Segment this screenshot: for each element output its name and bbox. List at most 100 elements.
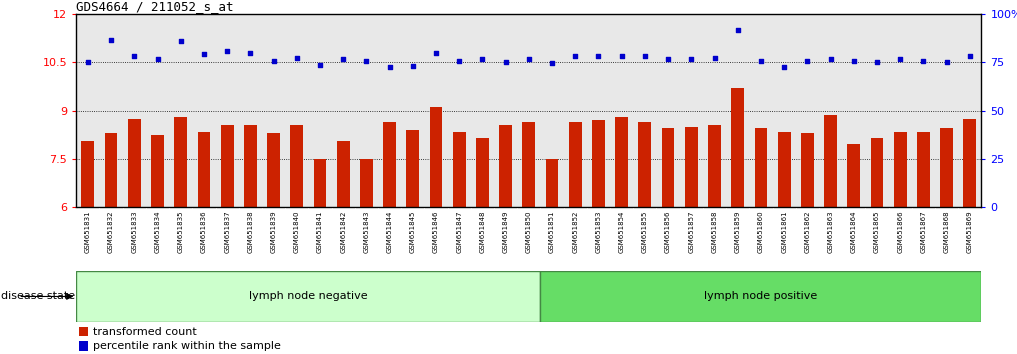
Bar xyxy=(197,132,211,207)
Bar xyxy=(476,138,489,207)
Bar xyxy=(221,125,234,207)
Text: GSM651858: GSM651858 xyxy=(712,211,718,253)
Bar xyxy=(523,122,535,207)
Text: GSM651862: GSM651862 xyxy=(804,211,811,253)
Bar xyxy=(708,125,721,207)
Bar xyxy=(755,128,767,207)
Bar xyxy=(81,141,95,207)
Bar xyxy=(105,133,118,207)
Point xyxy=(428,50,444,56)
Text: GSM651868: GSM651868 xyxy=(944,211,950,253)
Point xyxy=(660,56,676,62)
Point xyxy=(753,58,769,64)
Point xyxy=(358,58,374,64)
Bar xyxy=(128,119,140,207)
Bar xyxy=(407,130,419,207)
Text: GSM651852: GSM651852 xyxy=(573,211,579,253)
Point xyxy=(335,56,351,62)
Bar xyxy=(731,88,744,207)
Bar xyxy=(615,117,629,207)
Text: GSM651831: GSM651831 xyxy=(84,211,91,253)
Text: GSM651867: GSM651867 xyxy=(920,211,926,253)
Bar xyxy=(313,159,326,207)
Point xyxy=(405,63,421,68)
Bar xyxy=(383,122,396,207)
Bar xyxy=(684,127,698,207)
Text: GSM651851: GSM651851 xyxy=(549,211,555,253)
Bar xyxy=(824,115,837,207)
Point xyxy=(103,37,119,43)
Point xyxy=(613,53,630,59)
Point xyxy=(149,56,166,62)
Point xyxy=(242,50,258,56)
Text: GSM651836: GSM651836 xyxy=(201,211,206,253)
Text: GDS4664 / 211052_s_at: GDS4664 / 211052_s_at xyxy=(76,0,234,13)
Bar xyxy=(429,107,442,207)
Point xyxy=(381,64,398,70)
Text: GSM651841: GSM651841 xyxy=(317,211,323,253)
Point xyxy=(173,39,189,44)
Point xyxy=(590,53,606,59)
Text: lymph node positive: lymph node positive xyxy=(705,291,818,302)
Point xyxy=(544,60,560,66)
Text: GSM651835: GSM651835 xyxy=(178,211,184,253)
Text: GSM651863: GSM651863 xyxy=(828,211,834,253)
Text: GSM651855: GSM651855 xyxy=(642,211,648,253)
Text: GSM651834: GSM651834 xyxy=(155,211,161,253)
Bar xyxy=(569,122,582,207)
Text: GSM651854: GSM651854 xyxy=(618,211,624,253)
Point xyxy=(196,52,213,57)
Point xyxy=(776,64,792,70)
Bar xyxy=(917,132,930,207)
Point xyxy=(962,53,978,59)
Point xyxy=(312,62,328,68)
Point xyxy=(497,59,514,65)
Point xyxy=(452,58,468,64)
Bar xyxy=(360,159,373,207)
Bar xyxy=(871,138,884,207)
Bar xyxy=(291,125,303,207)
Text: GSM651847: GSM651847 xyxy=(457,211,462,253)
Point xyxy=(915,58,932,64)
Point xyxy=(265,58,282,64)
Point xyxy=(845,58,861,64)
Text: GSM651846: GSM651846 xyxy=(433,211,439,253)
Text: GSM651843: GSM651843 xyxy=(363,211,369,253)
Point xyxy=(79,59,96,65)
Text: disease state: disease state xyxy=(1,291,75,302)
Point xyxy=(567,53,584,59)
Bar xyxy=(453,132,466,207)
Text: GSM651856: GSM651856 xyxy=(665,211,671,253)
Bar xyxy=(78,341,88,351)
Text: GSM651857: GSM651857 xyxy=(689,211,695,253)
Text: GSM651842: GSM651842 xyxy=(340,211,346,253)
Point xyxy=(289,55,305,61)
Point xyxy=(637,53,653,59)
Text: GSM651839: GSM651839 xyxy=(271,211,277,253)
Bar xyxy=(778,132,790,207)
Text: GSM651845: GSM651845 xyxy=(410,211,416,253)
Text: GSM651869: GSM651869 xyxy=(967,211,973,253)
Text: GSM651833: GSM651833 xyxy=(131,211,137,253)
Bar xyxy=(540,271,981,322)
Text: GSM651832: GSM651832 xyxy=(108,211,114,253)
Text: GSM651865: GSM651865 xyxy=(874,211,880,253)
Text: GSM651838: GSM651838 xyxy=(247,211,253,253)
Text: transformed count: transformed count xyxy=(94,327,197,337)
Bar xyxy=(244,125,256,207)
Bar xyxy=(639,122,651,207)
Point xyxy=(707,55,723,61)
Bar xyxy=(499,125,512,207)
Point xyxy=(799,58,816,64)
Point xyxy=(683,56,700,62)
Bar xyxy=(76,271,540,322)
Text: lymph node negative: lymph node negative xyxy=(249,291,368,302)
Text: GSM651864: GSM651864 xyxy=(851,211,856,253)
Bar xyxy=(801,133,814,207)
Bar xyxy=(78,327,88,336)
Point xyxy=(521,56,537,62)
Text: percentile rank within the sample: percentile rank within the sample xyxy=(94,341,282,351)
Bar xyxy=(267,133,280,207)
Text: GSM651844: GSM651844 xyxy=(386,211,393,253)
Text: GSM651859: GSM651859 xyxy=(734,211,740,253)
